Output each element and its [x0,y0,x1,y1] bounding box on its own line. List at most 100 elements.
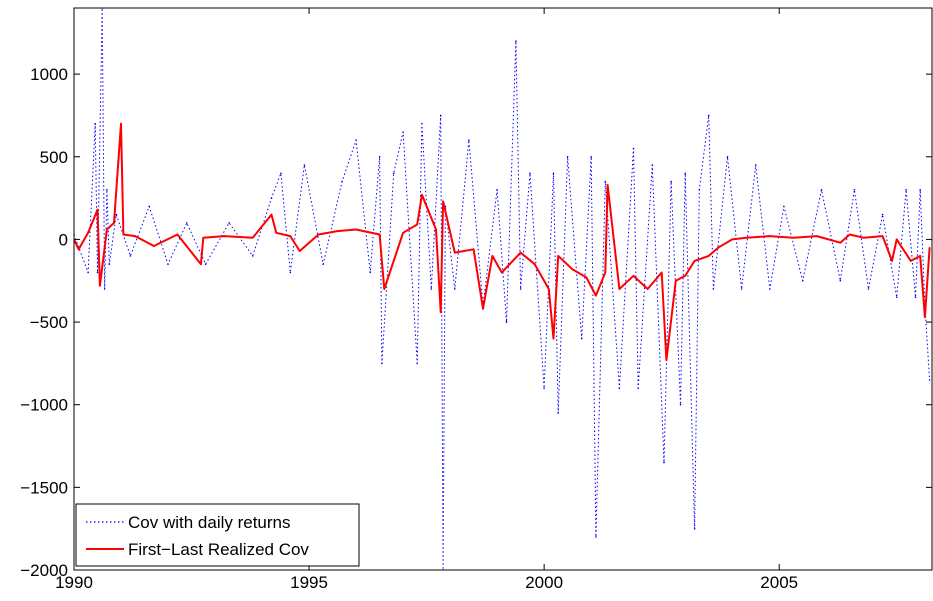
data-point [482,308,484,310]
y-tick-label: 500 [40,148,68,167]
data-point [881,235,884,237]
data-point [421,194,423,196]
data-point [632,275,635,277]
data-point [402,131,404,133]
data-point [914,296,917,299]
data-point [120,122,122,125]
data-point [891,260,893,262]
data-point [820,189,823,191]
data-point [496,189,498,191]
data-point [881,213,884,216]
data-point [684,172,686,175]
data-point [430,288,433,290]
data-point [454,288,456,290]
data-point [369,271,372,274]
data-point [684,275,686,277]
data-point [552,172,555,175]
data-point [275,232,278,234]
data-point [769,288,771,290]
y-tick-label: −1500 [20,478,68,497]
data-point [148,205,150,208]
data-point [792,237,795,239]
data-point [103,288,106,290]
data-point [632,147,635,150]
data-point [816,235,818,237]
data-point [251,237,254,239]
data-point [839,279,842,282]
data-point [745,237,748,239]
data-point [665,359,668,361]
data-point [115,213,118,216]
data-point [96,208,99,211]
data-point [707,114,710,117]
data-point [134,235,136,237]
legend-label-cov-daily: Cov with daily returns [128,513,291,532]
data-point [454,251,456,254]
data-point [270,197,273,199]
x-tick-label: 2005 [760,573,798,592]
series-layer [74,8,931,570]
data-point [646,288,649,290]
data-point [693,527,696,530]
x-tick-label: 1990 [55,573,93,592]
data-point [867,288,870,290]
y-tick-label: 0 [59,230,68,249]
data-point [204,263,207,266]
data-point [590,156,592,158]
data-point [303,164,306,166]
data-point [442,200,444,203]
data-point [754,164,757,166]
data-point [472,248,475,251]
data-point [402,232,404,234]
data-point [200,263,202,266]
data-point [924,316,926,318]
data-point [435,228,437,231]
data-point [698,189,701,191]
data-point [910,260,912,262]
data-point [675,279,677,282]
data-point [571,268,574,271]
data-point [651,164,654,166]
data-point [251,255,254,257]
data-point [416,223,419,226]
data-point [501,271,503,274]
data-point [383,288,386,290]
legend-box [75,503,360,567]
data-point [769,235,771,237]
series-1 [74,122,931,362]
data-point [421,122,423,125]
data-point [176,233,179,236]
legend: Cov with daily returns First−Last Realiz… [75,503,360,567]
data-point [87,232,89,234]
data-point [783,205,785,208]
data-point [679,403,682,406]
data-point [355,139,357,141]
data-point [604,180,607,183]
data-point [566,156,569,158]
y-tick-label: 1000 [30,65,68,84]
data-point [317,233,320,236]
data-point [618,288,621,290]
data-point [298,250,301,252]
series-0 [74,8,931,570]
y-tick-label: −2000 [20,561,68,580]
data-point [557,255,559,257]
data-point [905,189,907,191]
data-point [548,288,550,290]
data-point [87,271,89,274]
legend-label-first-last: First−Last Realized Cov [128,540,309,559]
data-point [468,139,470,141]
data-point [585,276,588,279]
data-point [618,387,621,390]
data-point [839,241,842,244]
data-point [543,387,545,390]
data-point [928,246,931,249]
data-point [853,189,856,191]
data-point [707,255,710,257]
data-point [557,412,559,414]
data-point [693,260,696,262]
plot-frame [73,7,933,571]
y-tick-label: −1000 [20,396,68,415]
data-point [129,255,132,257]
